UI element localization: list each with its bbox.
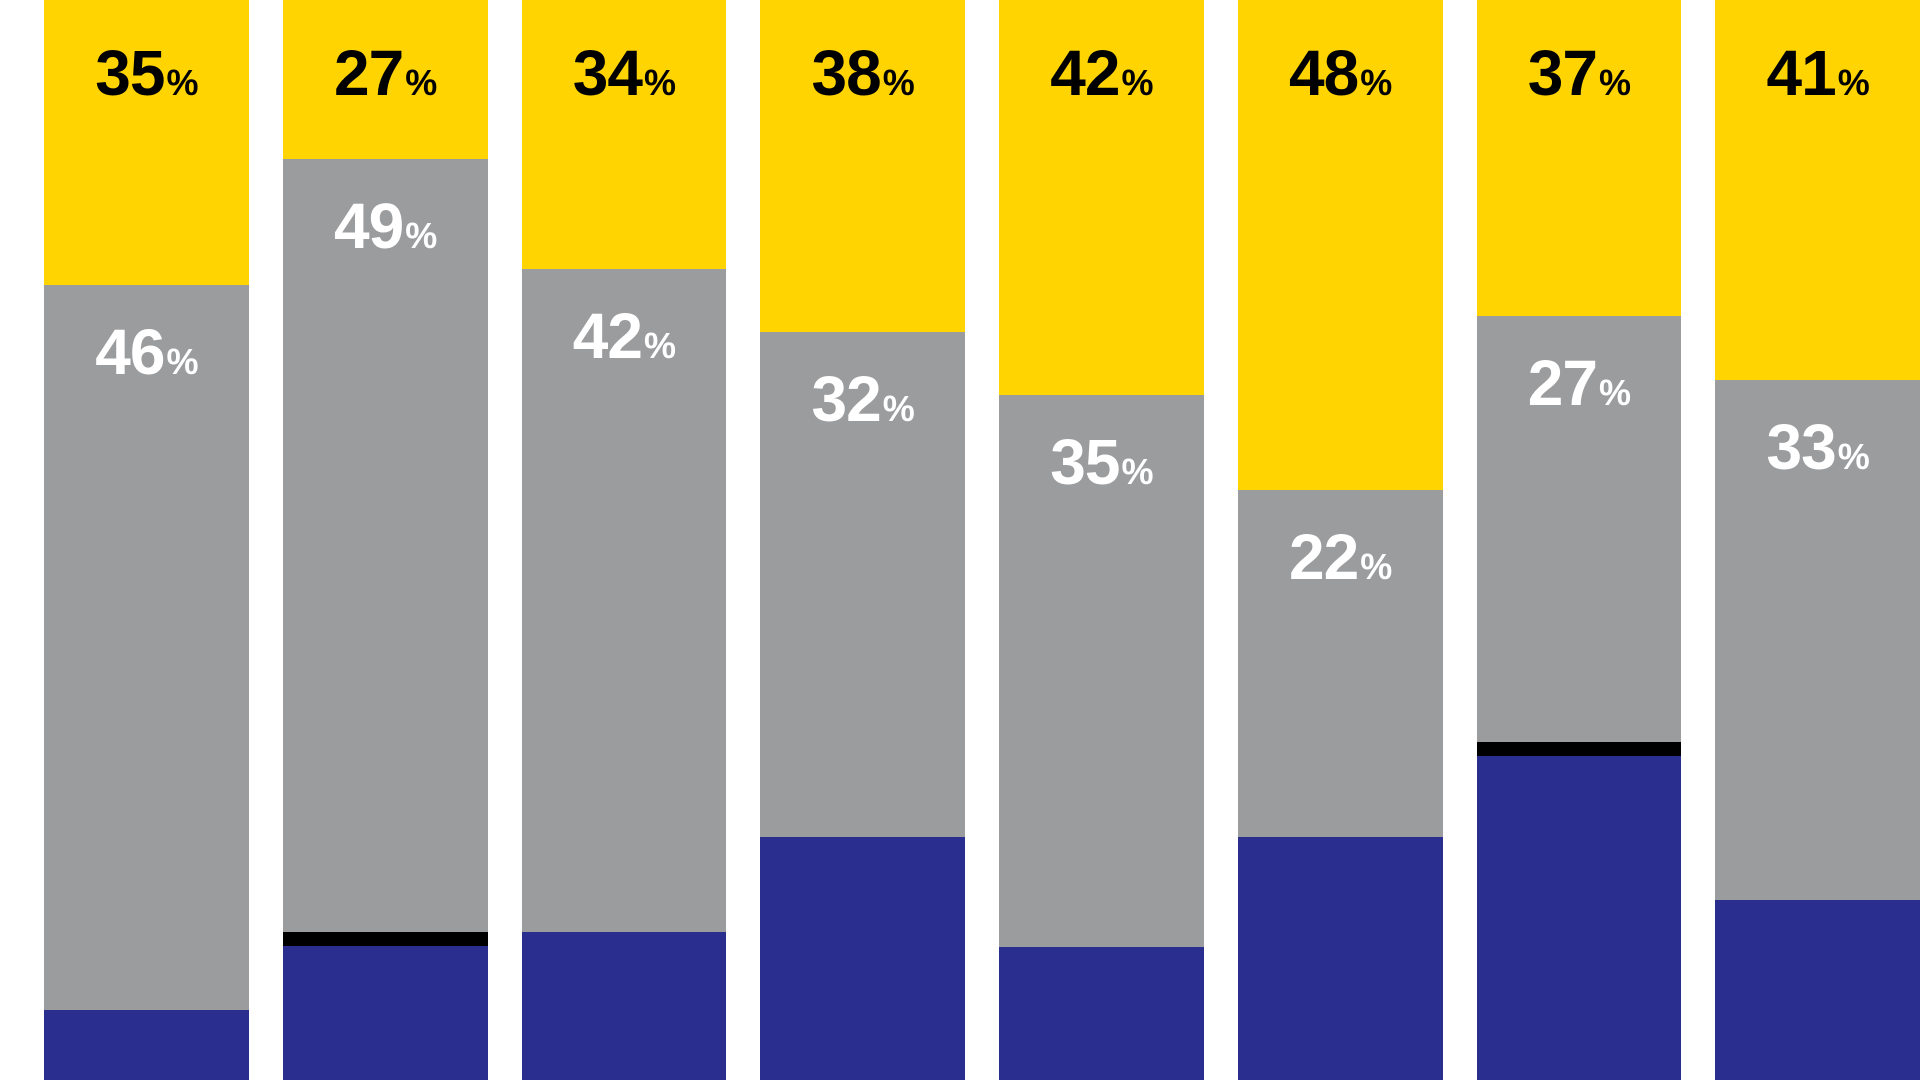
segment-middle: 27%: [1477, 316, 1682, 742]
percent-symbol: %: [644, 62, 675, 104]
value: 41: [1767, 36, 1836, 110]
segment-top: 42%: [999, 0, 1204, 395]
percent-symbol: %: [1121, 62, 1152, 104]
segment-top-label: 42%: [1050, 36, 1152, 110]
segment-bottom: [760, 837, 965, 1080]
value: 38: [812, 36, 881, 110]
bar: 37%27%: [1477, 0, 1682, 1080]
value: 42: [1050, 36, 1119, 110]
percent-symbol: %: [1360, 546, 1391, 588]
percent-symbol: %: [1838, 436, 1869, 478]
segment-top: 41%: [1715, 0, 1920, 380]
segment-top: 34%: [522, 0, 727, 269]
segment-top: 48%: [1238, 0, 1443, 490]
value: 42: [573, 299, 642, 373]
value: 35: [95, 36, 164, 110]
percent-symbol: %: [405, 215, 436, 257]
segment-bottom: [283, 946, 488, 1080]
value: 27: [334, 36, 403, 110]
value: 34: [573, 36, 642, 110]
segment-middle: 32%: [760, 332, 965, 837]
segment-middle-label: 33%: [1767, 410, 1869, 484]
segment-top: 35%: [44, 0, 249, 285]
segment-top: 37%: [1477, 0, 1682, 316]
percent-symbol: %: [1838, 62, 1869, 104]
segment-middle: 42%: [522, 269, 727, 931]
segment-bottom: [522, 932, 727, 1080]
value: 22: [1289, 520, 1358, 594]
percent-symbol: %: [644, 325, 675, 367]
value: 27: [1528, 346, 1597, 420]
percent-symbol: %: [405, 62, 436, 104]
percent-symbol: %: [883, 388, 914, 430]
segment-bottom: [1477, 756, 1682, 1080]
segment-bottom: [44, 1010, 249, 1080]
value: 32: [812, 362, 881, 436]
percent-symbol: %: [1121, 451, 1152, 493]
segment-bottom: [999, 947, 1204, 1080]
bar: 48%22%: [1238, 0, 1443, 1080]
segment-middle-label: 35%: [1050, 425, 1152, 499]
segment-middle: 33%: [1715, 380, 1920, 900]
segment-divider: [283, 932, 488, 946]
bar: 41%33%: [1715, 0, 1920, 1080]
segment-middle-label: 27%: [1528, 346, 1630, 420]
bar: 35%46%: [44, 0, 249, 1080]
stacked-bar-chart: 35%46%27%49%34%42%38%32%42%35%48%22%37%2…: [0, 0, 1920, 1080]
segment-top-label: 37%: [1528, 36, 1630, 110]
bar: 27%49%: [283, 0, 488, 1080]
segment-top-label: 41%: [1767, 36, 1869, 110]
percent-symbol: %: [1599, 372, 1630, 414]
segment-middle-label: 32%: [812, 362, 914, 436]
segment-middle: 46%: [44, 285, 249, 1010]
segment-middle-label: 49%: [334, 189, 436, 263]
segment-middle: 49%: [283, 159, 488, 932]
percent-symbol: %: [883, 62, 914, 104]
segment-middle: 35%: [999, 395, 1204, 947]
segment-top-label: 38%: [812, 36, 914, 110]
value: 37: [1528, 36, 1597, 110]
segment-top: 27%: [283, 0, 488, 159]
bar: 34%42%: [522, 0, 727, 1080]
percent-symbol: %: [166, 341, 197, 383]
segment-middle-label: 42%: [573, 299, 675, 373]
segment-top-label: 35%: [95, 36, 197, 110]
value: 35: [1050, 425, 1119, 499]
segment-divider: [1477, 742, 1682, 756]
segment-top-label: 27%: [334, 36, 436, 110]
value: 33: [1767, 410, 1836, 484]
percent-symbol: %: [1360, 62, 1391, 104]
bar: 38%32%: [760, 0, 965, 1080]
segment-middle-label: 22%: [1289, 520, 1391, 594]
value: 49: [334, 189, 403, 263]
percent-symbol: %: [166, 62, 197, 104]
value: 48: [1289, 36, 1358, 110]
segment-bottom: [1238, 837, 1443, 1080]
value: 46: [95, 315, 164, 389]
segment-middle-label: 46%: [95, 315, 197, 389]
segment-top: 38%: [760, 0, 965, 332]
percent-symbol: %: [1599, 62, 1630, 104]
segment-bottom: [1715, 900, 1920, 1080]
segment-top-label: 34%: [573, 36, 675, 110]
segment-top-label: 48%: [1289, 36, 1391, 110]
segment-middle: 22%: [1238, 490, 1443, 837]
bar: 42%35%: [999, 0, 1204, 1080]
